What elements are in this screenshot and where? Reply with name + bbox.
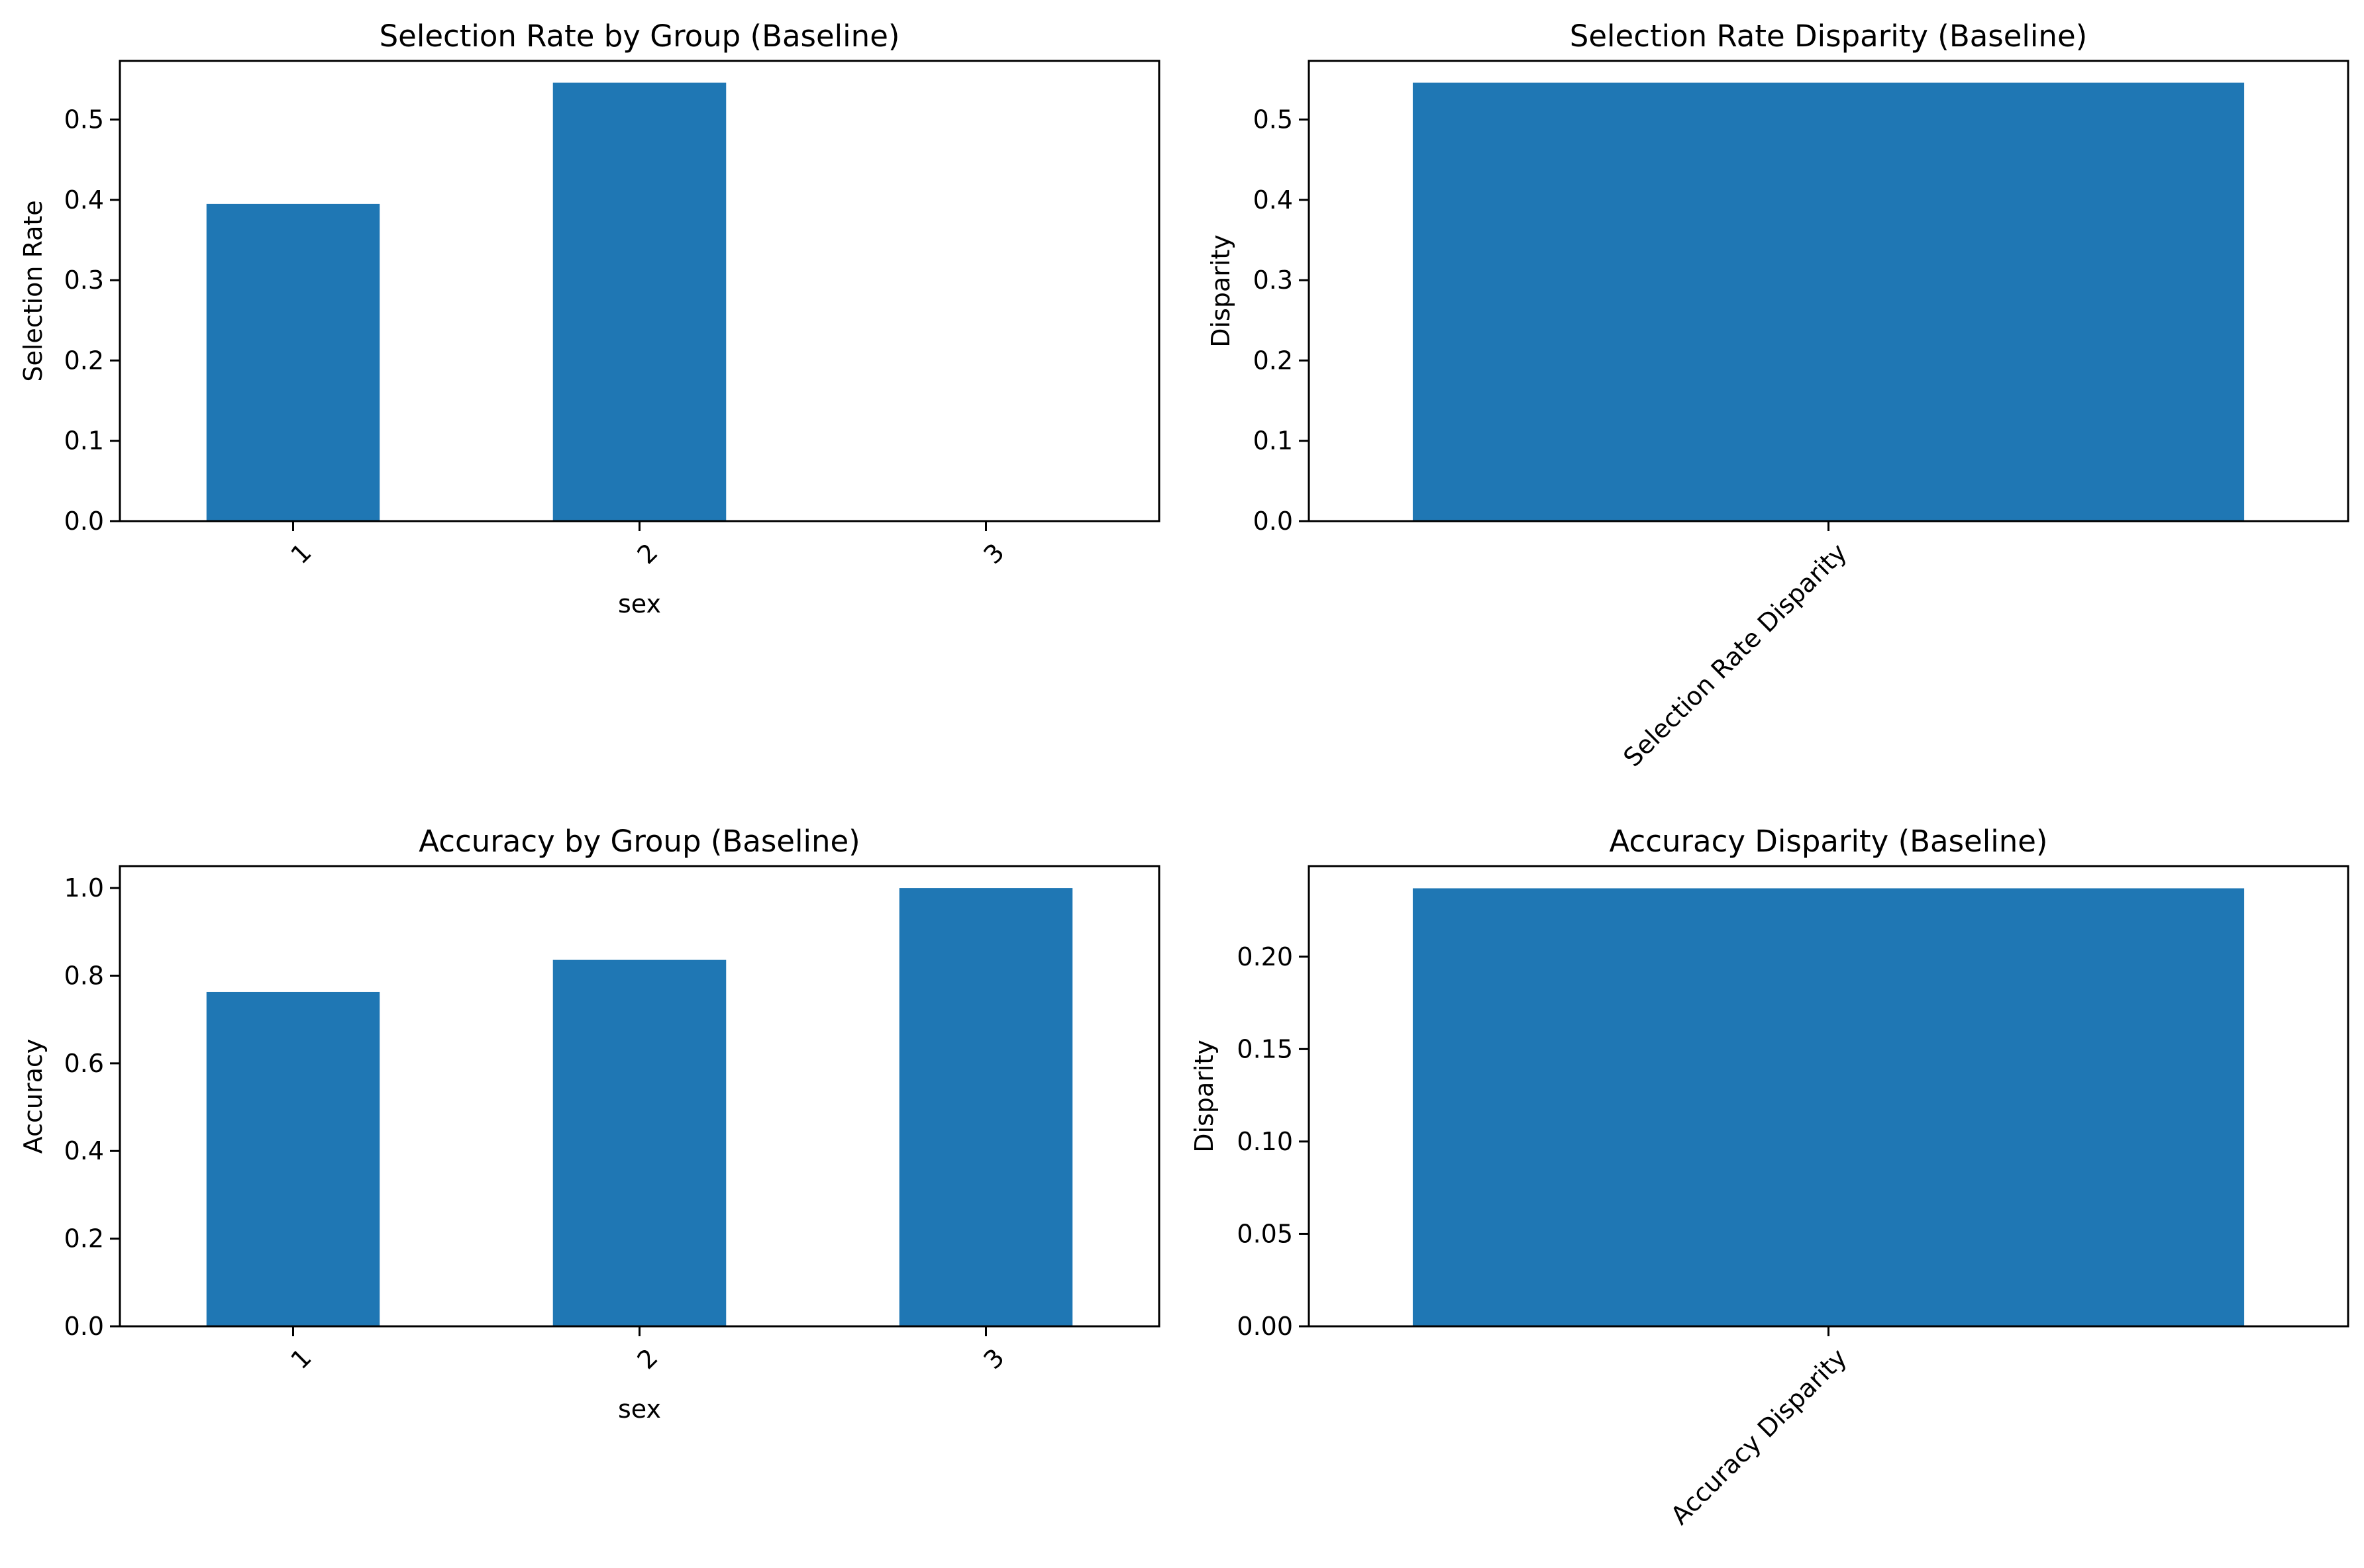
x-tick-label: Selection Rate Disparity [1618,538,1852,772]
y-tick-label: 0.4 [64,1136,104,1165]
x-tick-label: 1 [285,1343,317,1375]
x-tick-label: Accuracy Disparity [1665,1343,1853,1530]
x-tick-label: 2 [631,538,663,569]
chart-panel-3: 0.0 0.2 0.4 0.6 0.8 1.0 1 2 3 Accuracy by Group (… [19,824,1160,1424]
y-tick-label: 0.5 [1253,105,1293,134]
y-tick-label: 0.05 [1237,1219,1293,1248]
y-tick-label: 0.15 [1237,1034,1293,1063]
bar-selection-rate-disparity [1412,82,2245,522]
y-tick-label: 0.3 [64,266,104,295]
chart-title: Selection Rate Disparity (Baseline) [1570,19,2087,54]
chart-panel-1: 0.0 0.1 0.2 0.3 0.4 0.5 1 2 3 Selection Rate by G… [19,19,1160,618]
bar-3 [899,888,1073,1326]
y-tick-label: 0.4 [64,185,104,215]
y-tick-label: 0.6 [64,1049,104,1078]
bar-1 [206,203,380,521]
bar-1 [206,991,380,1326]
y-tick-label: 0.0 [64,507,104,536]
y-tick-label: 0.3 [1253,266,1293,295]
y-tick-label: 0.5 [64,105,104,134]
x-axis-label: sex [618,589,661,618]
chart-title: Accuracy Disparity (Baseline) [1610,824,2048,859]
y-axis-label: Selection Rate [19,200,48,381]
chart-panel-4: 0.00 0.05 0.10 0.15 0.20 Accuracy Disparity Ac… [1190,824,2349,1530]
y-tick-label: 0.20 [1237,942,1293,971]
chart-panel-2: 0.0 0.1 0.2 0.3 0.4 0.5 Selection Rate Dispari… [1206,19,2349,772]
bar-2 [552,82,727,522]
y-tick-label: 0.1 [64,426,104,456]
chart-title: Selection Rate by Group (Baseline) [380,19,900,54]
y-axis-label: Disparity [1206,234,1235,348]
y-tick-label: 0.4 [1253,185,1293,215]
y-tick-label: 0.2 [64,1224,104,1253]
bar-2 [552,959,727,1326]
y-tick-label: 0.1 [1253,426,1293,456]
x-tick-label: 3 [978,538,1009,569]
y-tick-label: 0.8 [64,961,104,990]
y-tick-label: 0.2 [1253,346,1293,375]
x-axis-label: sex [618,1395,661,1424]
bar-accuracy-disparity [1412,888,2245,1326]
y-tick-label: 0.0 [64,1312,104,1341]
x-tick-label: 3 [978,1343,1009,1375]
x-tick-label: 1 [285,538,317,569]
y-tick-label: 0.0 [1253,507,1293,536]
y-axis-label: Disparity [1190,1040,1219,1153]
y-axis-label: Accuracy [19,1039,48,1154]
y-tick-label: 1.0 [64,873,104,903]
y-tick-label: 0.00 [1237,1312,1293,1341]
x-tick-label: 2 [631,1343,663,1375]
y-tick-label: 0.2 [64,346,104,375]
y-tick-label: 0.10 [1237,1127,1293,1156]
chart-title: Accuracy by Group (Baseline) [419,824,860,859]
